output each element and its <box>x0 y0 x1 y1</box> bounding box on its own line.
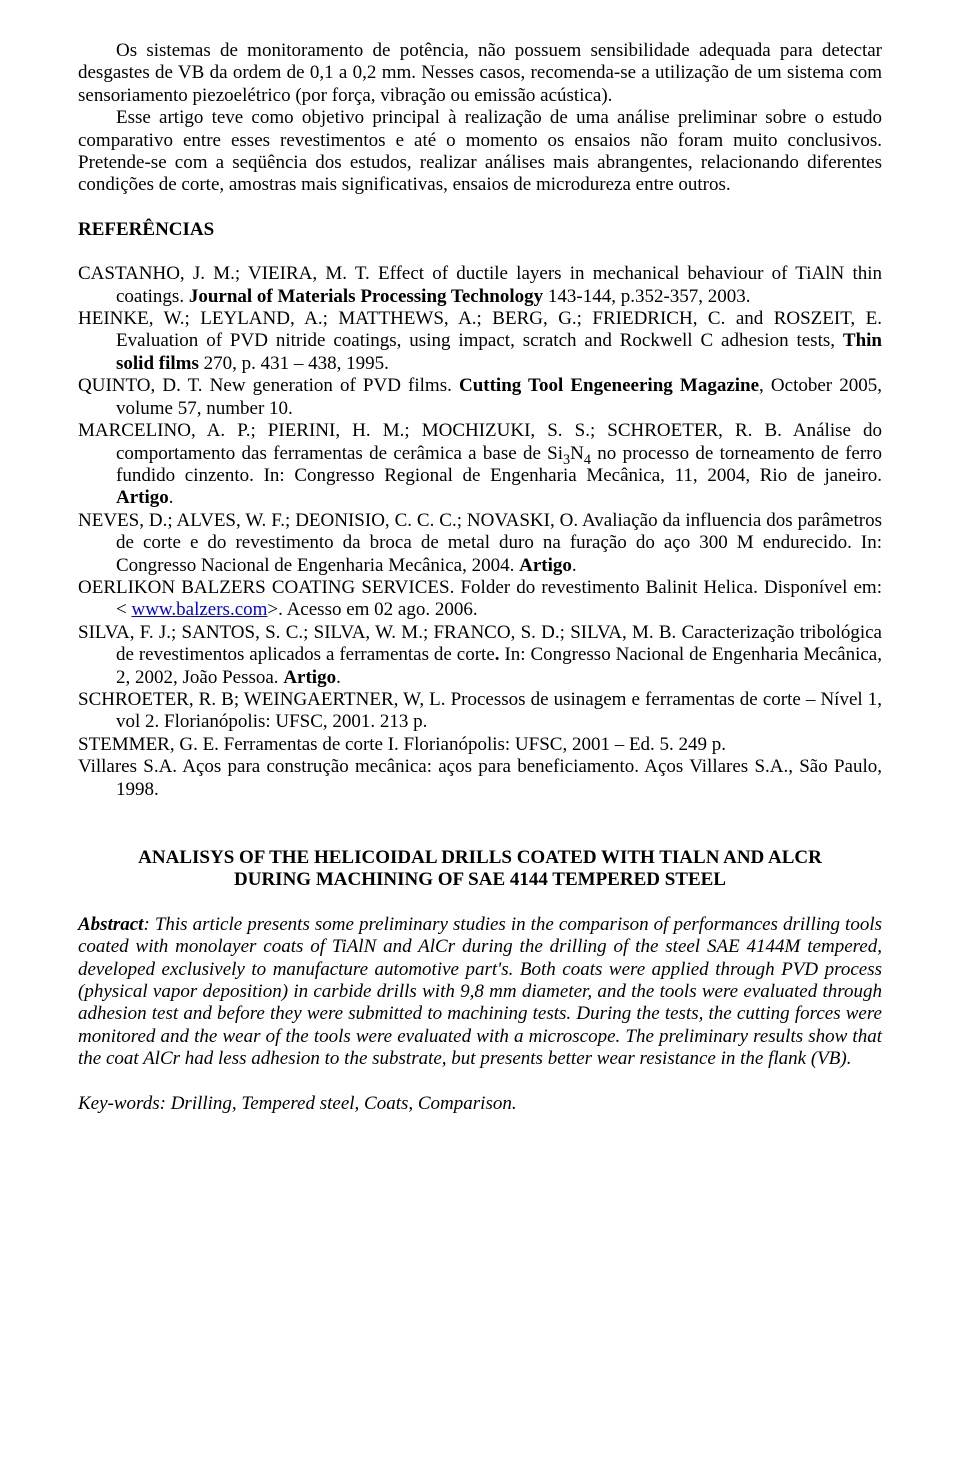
abstract: Abstract: This article presents some pre… <box>78 914 882 1071</box>
english-title: ANALISYS OF THE HELICOIDAL DRILLS COATED… <box>78 847 882 892</box>
ref-text: HEINKE, W.; LEYLAND, A.; MATTHEWS, A.; B… <box>78 308 882 351</box>
ref-link[interactable]: www.balzers.com <box>131 599 267 620</box>
abstract-lead: Abstract <box>78 914 143 935</box>
reference-item: SILVA, F. J.; SANTOS, S. C.; SILVA, W. M… <box>78 622 882 689</box>
ref-text: . <box>169 487 174 508</box>
ref-text: N <box>570 443 584 464</box>
reference-item: HEINKE, W.; LEYLAND, A.; MATTHEWS, A.; B… <box>78 308 882 375</box>
references-heading: REFERÊNCIAS <box>78 219 882 241</box>
reference-item: STEMMER, G. E. Ferramentas de corte I. F… <box>78 734 882 756</box>
reference-item: CASTANHO, J. M.; VIEIRA, M. T. Effect of… <box>78 263 882 308</box>
reference-item: Villares S.A. Aços para construção mecân… <box>78 756 882 801</box>
reference-item: MARCELINO, A. P.; PIERINI, H. M.; MOCHIZ… <box>78 420 882 510</box>
ref-text: . <box>336 667 341 688</box>
ref-emph: Artigo <box>116 487 169 508</box>
ref-emph: Artigo <box>519 555 572 576</box>
title-line: DURING MACHINING OF SAE 4144 TEMPERED ST… <box>234 869 726 890</box>
ref-emph: Artigo <box>283 667 336 688</box>
ref-journal: Journal of Materials Processing Technolo… <box>189 286 543 307</box>
reference-item: OERLIKON BALZERS COATING SERVICES. Folde… <box>78 577 882 622</box>
ref-text: >. Acesso em 02 ago. 2006. <box>267 599 477 620</box>
ref-text: QUINTO, D. T. New generation of PVD film… <box>78 375 459 396</box>
keywords: Key-words: Drilling, Tempered steel, Coa… <box>78 1093 882 1115</box>
ref-journal: Cutting Tool Engeneering Magazine <box>459 375 759 396</box>
references-list: CASTANHO, J. M.; VIEIRA, M. T. Effect of… <box>78 263 882 801</box>
ref-text: 143-144, p.352-357, 2003. <box>543 286 750 307</box>
conclusion-paragraph-2: Esse artigo teve como objetivo principal… <box>78 107 882 197</box>
ref-text: 270, p. 431 – 438, 1995. <box>199 353 389 374</box>
reference-item: QUINTO, D. T. New generation of PVD film… <box>78 375 882 420</box>
abstract-body: : This article presents some preliminary… <box>78 914 882 1069</box>
reference-item: NEVES, D.; ALVES, W. F.; DEONISIO, C. C.… <box>78 510 882 577</box>
ref-text: NEVES, D.; ALVES, W. F.; DEONISIO, C. C.… <box>78 510 882 576</box>
conclusion-paragraph-1: Os sistemas de monitoramento de potência… <box>78 40 882 107</box>
ref-text: . <box>572 555 577 576</box>
reference-item: SCHROETER, R. B; WEINGAERTNER, W, L. Pro… <box>78 689 882 734</box>
title-line: ANALISYS OF THE HELICOIDAL DRILLS COATED… <box>138 847 822 868</box>
